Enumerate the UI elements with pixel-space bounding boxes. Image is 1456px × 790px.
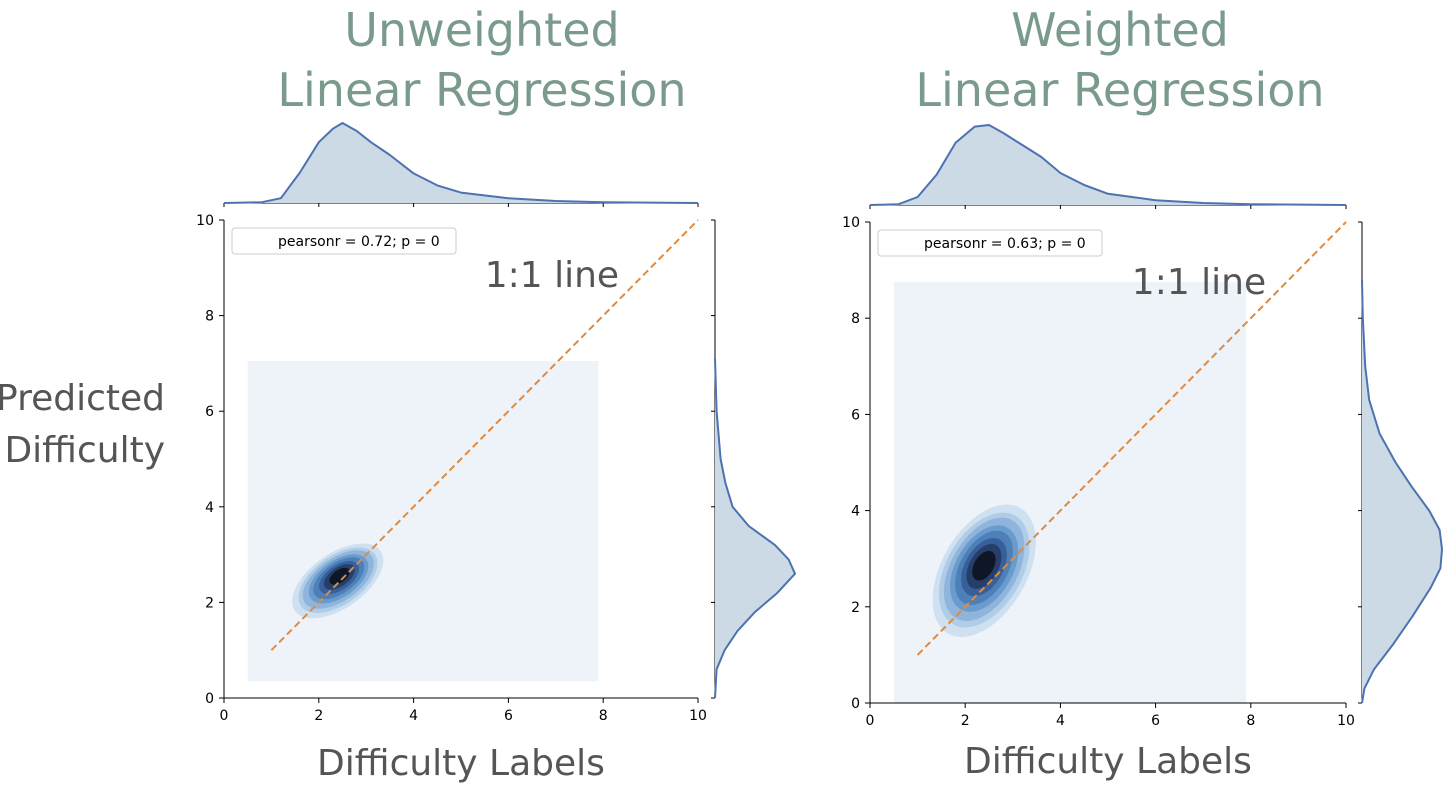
- y-tick-label: 6: [205, 404, 214, 420]
- legend-text: pearsonr = 0.72; p = 0: [278, 234, 440, 250]
- y-marginal-line: [714, 358, 796, 699]
- y-tick-label: 4: [205, 500, 214, 516]
- chart-title-line-2: Linear Regression: [277, 63, 686, 117]
- y-tick-label: 0: [851, 696, 860, 712]
- x-marginal-fill: [224, 123, 698, 203]
- one-to-one-annotation: 1:1 line: [485, 255, 619, 296]
- x-tick-label: 4: [409, 708, 418, 724]
- kde-contour-level-8: [329, 567, 350, 585]
- y-tick-label: 0: [205, 691, 214, 707]
- y-marginal-kde: [711, 219, 796, 699]
- kde-contours: [932, 504, 1036, 637]
- x-tick-label: 6: [1151, 713, 1160, 729]
- legend-box: [231, 227, 457, 255]
- y-tick-label: 6: [851, 407, 860, 423]
- x-tick-label: 0: [866, 713, 875, 729]
- x-axis-label: Difficulty Labels: [317, 743, 605, 784]
- y-tick-label: 8: [205, 309, 214, 325]
- one-to-one-line: [916, 221, 1347, 656]
- y-marginal-kde: [1358, 221, 1443, 704]
- x-axis-label: Difficulty Labels: [964, 741, 1252, 782]
- one-to-one-annotation: 1:1 line: [1132, 262, 1266, 303]
- y-marginal-fill: [715, 358, 795, 698]
- x-tick-label: 2: [314, 708, 323, 724]
- x-tick-label: 6: [504, 708, 513, 724]
- kde-background: [247, 361, 599, 682]
- x-marginal-line: [223, 122, 699, 204]
- x-tick-label: 10: [1337, 713, 1355, 729]
- legend-box: [877, 229, 1103, 257]
- x-tick-label: 8: [1246, 713, 1255, 729]
- chart-unweighted: Unweighted Linear Regression 1:1 line 0 2 4 6 8…: [196, 3, 796, 784]
- x-marginal-line: [869, 124, 1347, 206]
- x-tick-label: 8: [599, 708, 608, 724]
- y-marginal-fill: [1362, 279, 1442, 703]
- y-tick-label: 2: [205, 595, 214, 611]
- y-marginal-line: [1361, 279, 1443, 704]
- legend-text: pearsonr = 0.63; p = 0: [924, 236, 1086, 252]
- kde-contours: [292, 543, 384, 619]
- x-marginal-fill: [870, 125, 1346, 205]
- legend: pearsonr = 0.72; p = 0: [231, 227, 457, 255]
- chart-title-line-1: Unweighted: [344, 3, 619, 57]
- x-marginal-kde: [869, 124, 1347, 209]
- x-tick-label: 2: [961, 713, 970, 729]
- y-tick-label: 4: [851, 504, 860, 520]
- kde-background: [893, 282, 1247, 703]
- x-tick-label: 10: [689, 708, 707, 724]
- y-tick-label: 2: [851, 600, 860, 616]
- chart-title-line-2: Linear Regression: [915, 63, 1324, 117]
- x-marginal-kde: [223, 122, 699, 207]
- one-to-one-line: [270, 219, 699, 651]
- x-tick-label: 0: [220, 708, 229, 724]
- y-tick-label: 10: [842, 215, 860, 231]
- chart-weighted: Weighted Linear Regression 1:1 line 0 2 4 6 8 10…: [842, 3, 1443, 782]
- x-tick-label: 4: [1056, 713, 1065, 729]
- y-tick-label: 8: [851, 311, 860, 327]
- y-axis-label-line-2: Difficulty: [4, 430, 165, 471]
- legend: pearsonr = 0.63; p = 0: [877, 229, 1103, 257]
- kde-contour-level-8: [972, 550, 996, 581]
- y-tick-label: 10: [196, 213, 214, 229]
- chart-title-line-1: Weighted: [1011, 3, 1229, 57]
- y-axis-label-line-1: Predicted: [0, 378, 165, 419]
- shared-y-axis-label: Predicted Difficulty: [0, 378, 165, 471]
